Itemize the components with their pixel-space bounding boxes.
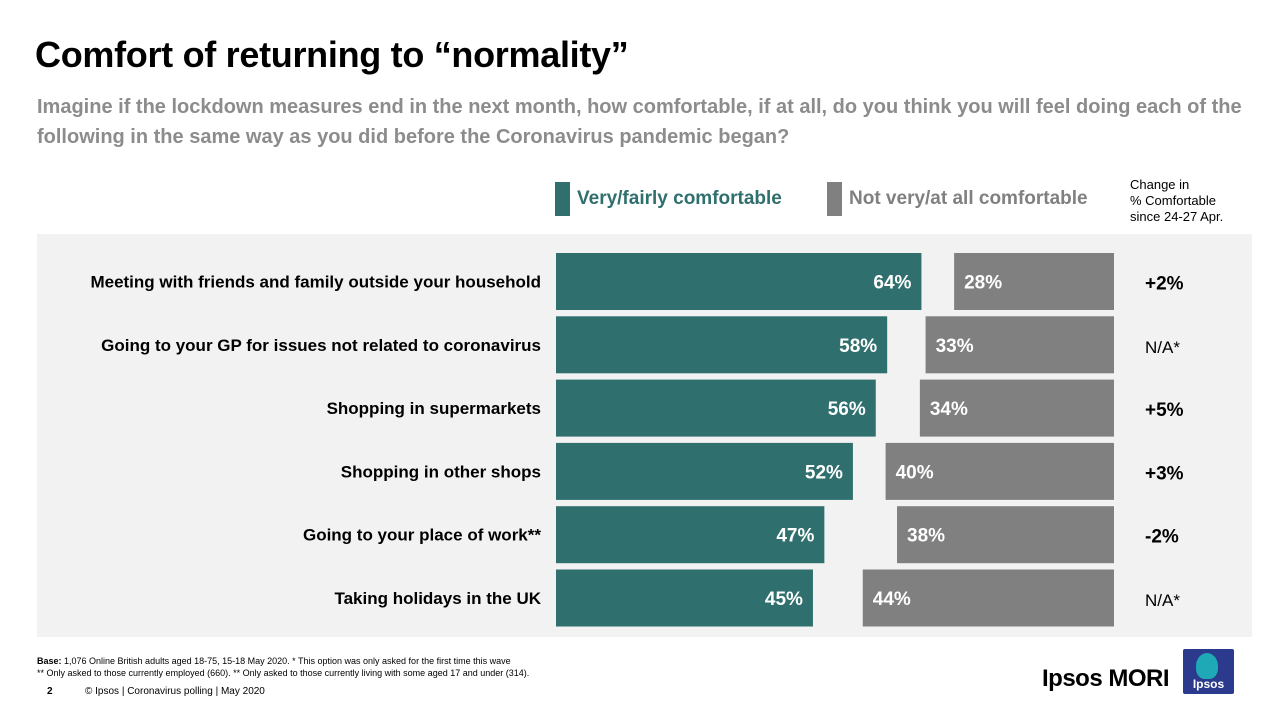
- category-label: Going to your place of work**: [303, 526, 541, 545]
- bar-label-not-comfortable: 28%: [964, 273, 1002, 294]
- bar-chart: Meeting with friends and family outside …: [90, 253, 1184, 627]
- bar-label-not-comfortable: 34%: [930, 399, 968, 420]
- legend-swatch-not-comfortable: [827, 182, 842, 216]
- survey-question: Imagine if the lockdown measures end in …: [37, 96, 1242, 148]
- bar-label-not-comfortable: 38%: [907, 526, 945, 547]
- base-text: 1,076 Online British adults aged 18-75, …: [61, 656, 511, 666]
- change-value: N/A*: [1145, 591, 1180, 610]
- bar-label-comfortable: 52%: [805, 462, 843, 483]
- legend-not-comfortable: Not very/at all comfortable: [827, 182, 1088, 216]
- change-value: +5%: [1145, 400, 1184, 421]
- category-label: Going to your GP for issues not related …: [101, 336, 541, 355]
- bar-not-comfortable: [885, 442, 1114, 500]
- base-label: Base:: [37, 656, 62, 666]
- category-label: Meeting with friends and family outside …: [90, 273, 541, 292]
- page-number: 2: [47, 686, 53, 697]
- legend-label-comfortable: Very/fairly comfortable: [577, 188, 782, 209]
- change-header: Change in % Comfortable since 24-27 Apr.: [1130, 177, 1270, 225]
- bar-comfortable: [556, 379, 876, 437]
- bar-label-comfortable: 58%: [839, 336, 877, 357]
- chart-panel: Meeting with friends and family outside …: [37, 234, 1252, 637]
- bar-not-comfortable: [919, 379, 1114, 437]
- footnote-2: ** Only asked to those currently employe…: [37, 668, 530, 678]
- bar-label-not-comfortable: 33%: [936, 336, 974, 357]
- bar-not-comfortable: [954, 253, 1114, 310]
- bar-not-comfortable: [925, 316, 1114, 374]
- bar-comfortable: [556, 506, 825, 564]
- ipsos-logo-text: Ipsos: [1192, 677, 1225, 691]
- bar-comfortable: [556, 442, 853, 500]
- ipsos-logo: Ipsos: [1183, 649, 1234, 694]
- bar-comfortable: [556, 253, 922, 310]
- bar-not-comfortable: [862, 569, 1114, 627]
- change-header-line-1: Change in: [1130, 177, 1190, 192]
- bar-label-comfortable: 64%: [873, 273, 911, 294]
- category-label: Shopping in other shops: [341, 462, 541, 481]
- change-header-line-2: % Comfortable: [1130, 193, 1216, 208]
- ipsos-logo-shape: [1196, 653, 1218, 679]
- page-title: Comfort of returning to “normality”: [35, 34, 629, 75]
- bar-label-not-comfortable: 40%: [896, 462, 934, 483]
- change-header-line-3: since 24-27 Apr.: [1130, 209, 1224, 224]
- bar-label-not-comfortable: 44%: [873, 589, 911, 610]
- ipsos-mori-wordmark: Ipsos MORI: [1042, 665, 1170, 692]
- bar-label-comfortable: 47%: [776, 526, 814, 547]
- bar-comfortable: [556, 569, 813, 627]
- bar-label-comfortable: 56%: [828, 399, 866, 420]
- legend-swatch-comfortable: [555, 182, 570, 216]
- category-label: Taking holidays in the UK: [334, 589, 541, 608]
- change-value: N/A*: [1145, 338, 1180, 357]
- footer-base-note: Base: 1,076 Online British adults aged 1…: [37, 655, 529, 679]
- bar-label-comfortable: 45%: [765, 589, 803, 610]
- bar-comfortable: [556, 316, 888, 374]
- legend-label-not-comfortable: Not very/at all comfortable: [849, 188, 1088, 209]
- bar-not-comfortable: [897, 506, 1114, 564]
- category-label: Shopping in supermarkets: [327, 399, 541, 418]
- copyright: © Ipsos | Coronavirus polling | May 2020: [85, 686, 265, 697]
- change-value: -2%: [1145, 527, 1179, 548]
- change-value: +2%: [1145, 274, 1184, 295]
- legend-comfortable: Very/fairly comfortable: [555, 182, 782, 216]
- change-value: +3%: [1145, 463, 1184, 484]
